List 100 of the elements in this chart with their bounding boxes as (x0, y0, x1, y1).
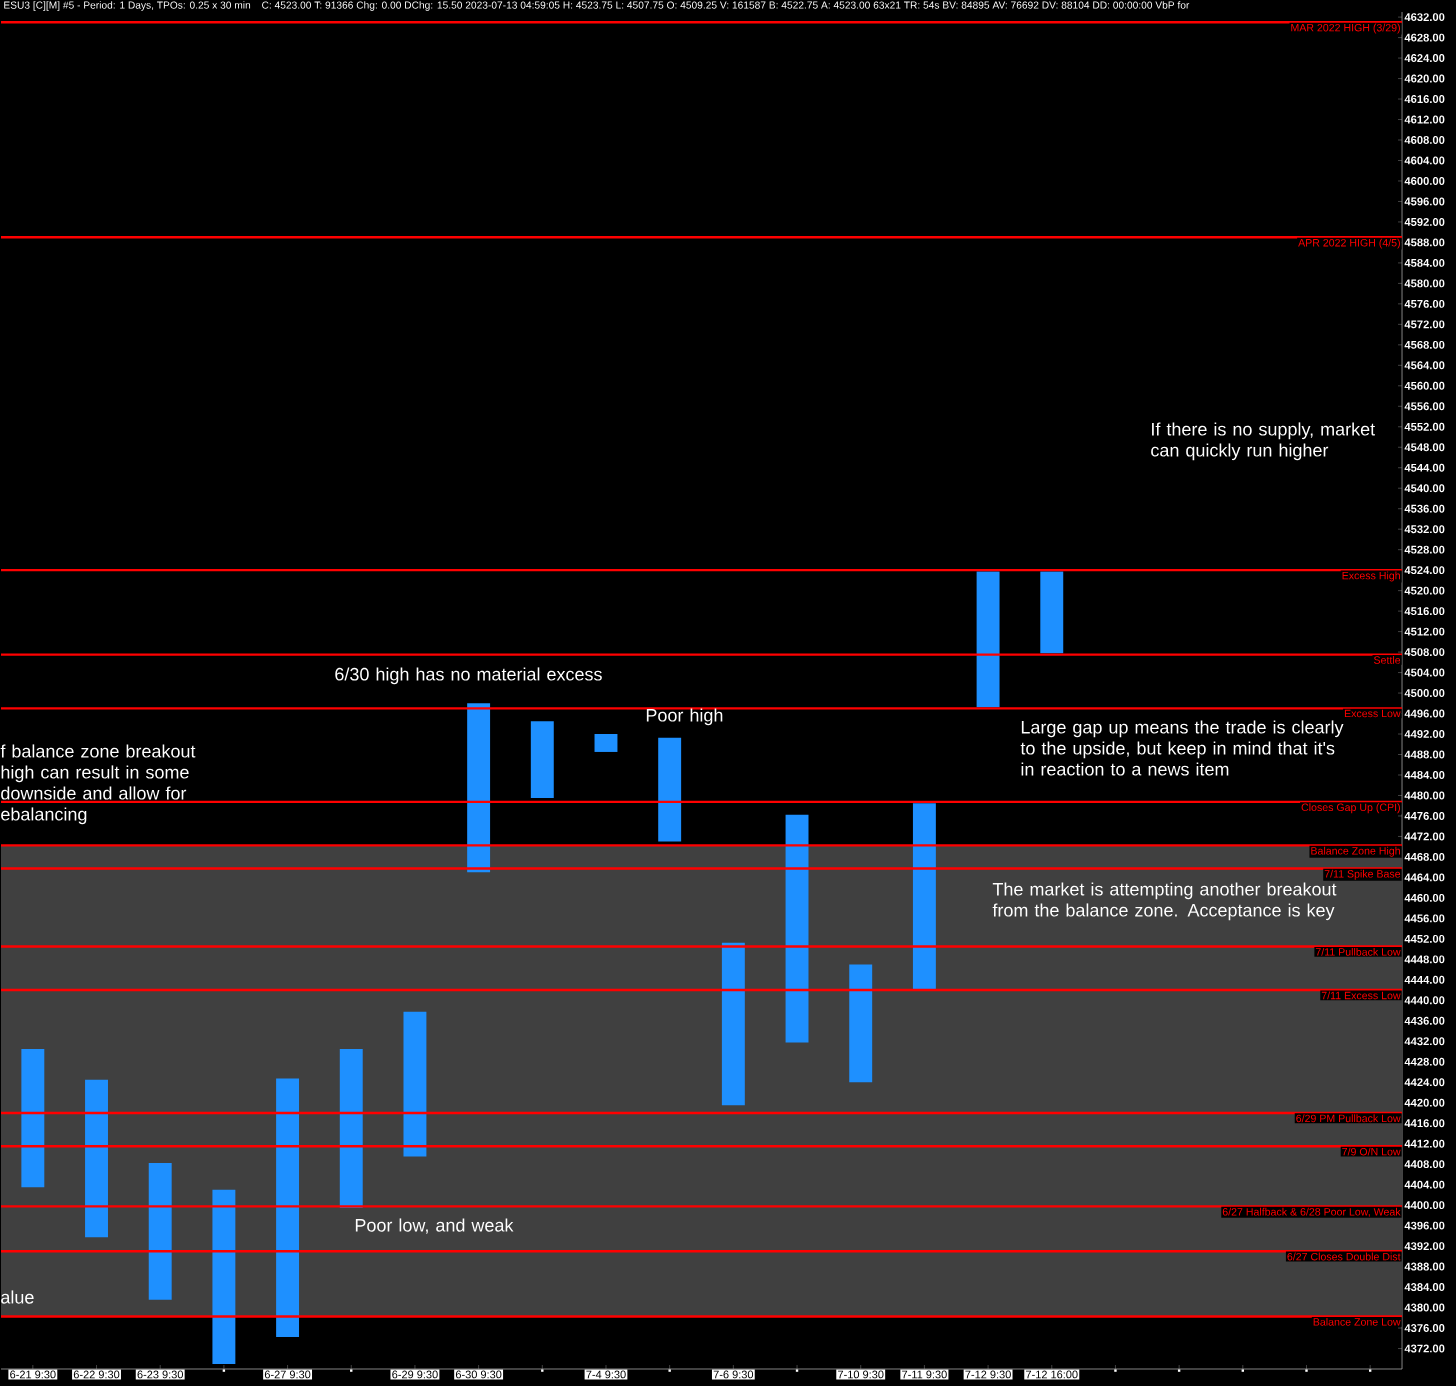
ref-line-label: APR 2022 HIGH (4/5) (1298, 238, 1400, 249)
y-tick-label: 4428.00 (1404, 1057, 1445, 1066)
y-tick-label: 4384.00 (1404, 1283, 1445, 1292)
x-tick-label: 6-27 9:30 (264, 1370, 311, 1379)
y-tick-label: 4504.00 (1404, 668, 1445, 677)
y-tick-label: 4536.00 (1404, 504, 1445, 513)
bar (594, 734, 618, 752)
chart-subtitle: C: 4523.00 T: 91366 Chg: 0.00 DChg: 15.50 2023-07-13 04:59:05 H: 4523.75 L: 4507.75 O: 4509.25 V: 161587 B: 4522.75 A: 4523.00 63x21 TR: 54s BV: 84895 AV: 76692 DV: 88104 DD: 00:00:00 VbP for (262, 1, 1190, 11)
bar (21, 1048, 45, 1188)
bar (721, 942, 745, 1106)
x-tick-label: 6-30 9:30 (455, 1370, 502, 1379)
y-tick-label: 4548.00 (1404, 443, 1445, 452)
y-tick-label: 4452.00 (1404, 934, 1445, 943)
bar (530, 721, 554, 799)
y-tick-label: 4488.00 (1404, 750, 1445, 759)
y-tick-label: 4376.00 (1404, 1324, 1445, 1333)
y-tick-label: 4500.00 (1404, 689, 1445, 697)
bar (85, 1079, 108, 1238)
y-tick-label: 4564.00 (1404, 361, 1445, 370)
y-tick-label: 4444.00 (1404, 975, 1445, 984)
y-tick-label: 4572.00 (1404, 320, 1445, 329)
y-tick-label: 4628.00 (1404, 33, 1445, 42)
y-tick-label: 4484.00 (1404, 771, 1445, 779)
annotation: f balance zone breakout high can result in some downside and allow for ebalancing (0, 744, 196, 825)
ref-line-label: 7/11 Excess Low (1321, 991, 1401, 1000)
chart-title: ESU3 [C][M] #5 - Period: 1 Days, TPOs: 0.25 x 30 min (4, 1, 251, 11)
ref-line-label: Balance Zone Low (1313, 1317, 1401, 1326)
y-tick-label: 4492.00 (1404, 730, 1445, 738)
y-tick-label: 4508.00 (1404, 648, 1445, 657)
y-tick-label: 4404.00 (1404, 1180, 1445, 1189)
bar (912, 803, 936, 991)
x-tick-label: 7-11 9:30 (902, 1370, 947, 1379)
y-tick-label: 4532.00 (1404, 525, 1445, 534)
y-tick-label: 4464.00 (1404, 873, 1445, 882)
bar (403, 1011, 427, 1157)
bar (339, 1048, 363, 1208)
annotation: Poor low, and weak (355, 1218, 514, 1234)
annotation: If there is no supply, market can quickly run higher (1151, 422, 1376, 461)
y-tick-label: 4576.00 (1404, 299, 1445, 308)
y-tick-label: 4472.00 (1404, 832, 1445, 841)
y-tick-label: 4408.00 (1404, 1160, 1445, 1169)
y-tick-label: 4412.00 (1404, 1139, 1445, 1148)
ref-line-label: 6/27 Halfback & 6/28 Poor Low, Weak (1222, 1207, 1401, 1217)
y-tick-label: 4400.00 (1404, 1201, 1445, 1210)
x-tick-label: 7-10 9:30 (838, 1370, 884, 1379)
y-tick-label: 4588.00 (1404, 238, 1445, 247)
ref-line-label: 7/9 O/N Low (1342, 1147, 1401, 1156)
y-tick-label: 4568.00 (1404, 340, 1445, 349)
ref-line-label: Closes Gap Up (CPI) (1301, 803, 1400, 814)
y-tick-label: 4528.00 (1404, 545, 1445, 554)
y-tick-label: 4480.00 (1404, 791, 1445, 800)
bar (658, 737, 682, 842)
y-tick-label: 4476.00 (1404, 812, 1445, 820)
bar (1040, 571, 1064, 654)
y-tick-label: 4440.00 (1404, 996, 1445, 1005)
y-tick-label: 4556.00 (1404, 402, 1445, 411)
y-tick-label: 4552.00 (1404, 422, 1445, 431)
ref-line-label: Excess High (1342, 571, 1400, 582)
y-tick-label: 4416.00 (1404, 1119, 1445, 1128)
y-tick-label: 4544.00 (1404, 463, 1445, 472)
bar (148, 1162, 172, 1300)
y-tick-label: 4448.00 (1404, 955, 1445, 964)
bar (467, 703, 491, 873)
y-tick-label: 4456.00 (1404, 914, 1445, 923)
ref-line-label: Balance Zone High (1311, 846, 1400, 857)
y-tick-label: 4596.00 (1404, 197, 1445, 206)
ref-line-label: 6/29 PM Pullback Low (1296, 1114, 1401, 1123)
y-tick-label: 4460.00 (1404, 893, 1445, 902)
y-tick-label: 4612.00 (1404, 115, 1445, 124)
y-tick-label: 4380.00 (1404, 1303, 1445, 1312)
x-tick-label: 7-4 9:30 (586, 1370, 626, 1379)
y-tick-label: 4468.00 (1404, 852, 1445, 861)
x-tick-label: 7-6 9:30 (713, 1370, 754, 1379)
y-tick-label: 4540.00 (1404, 484, 1445, 493)
y-tick-label: 4392.00 (1404, 1242, 1445, 1251)
y-tick-label: 4632.00 (1404, 13, 1445, 22)
x-tick-label: 6-22 9:30 (73, 1370, 120, 1379)
bar (276, 1078, 300, 1337)
bar (976, 571, 1000, 708)
y-tick-label: 4436.00 (1404, 1016, 1445, 1025)
y-tick-label: 4496.00 (1404, 709, 1445, 718)
y-tick-label: 4420.00 (1404, 1098, 1445, 1107)
x-tick-label: 6-23 9:30 (137, 1370, 183, 1379)
y-tick-label: 4592.00 (1404, 217, 1445, 226)
y-tick-label: 4560.00 (1404, 381, 1445, 390)
ref-line-label: 6/27 Closes Double Dist (1287, 1252, 1401, 1261)
annotation: The market is attempting another breakout from the balance zone. Acceptance is key (992, 882, 1337, 921)
y-tick-label: 4396.00 (1404, 1221, 1445, 1230)
y-tick-label: 4608.00 (1404, 136, 1445, 144)
ref-line-label: 7/11 Pullback Low (1315, 947, 1401, 956)
y-tick-label: 4424.00 (1404, 1078, 1445, 1087)
x-tick-label: 6-21 9:30 (10, 1370, 56, 1379)
y-tick-label: 4432.00 (1404, 1037, 1445, 1046)
ref-line-label: MAR 2022 HIGH (3/29) (1291, 23, 1400, 34)
bar (785, 814, 809, 1043)
ref-line-label: 7/11 Spike Base (1324, 869, 1401, 880)
y-tick-label: 4372.00 (1404, 1344, 1445, 1353)
annotation: alue (1, 1290, 34, 1304)
ref-line-label: Excess Low (1344, 709, 1401, 718)
y-tick-label: 4388.00 (1404, 1262, 1445, 1271)
